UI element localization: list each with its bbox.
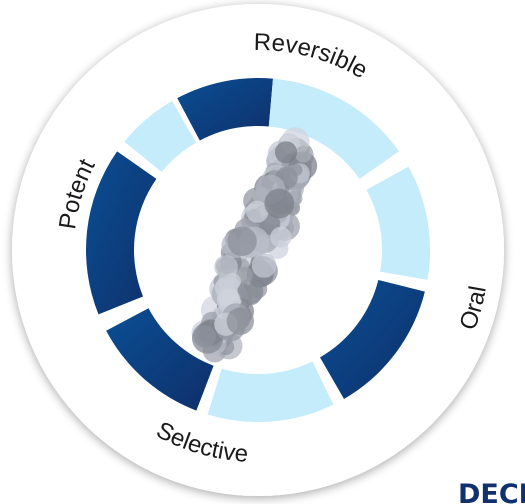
protein-blob: [193, 325, 217, 348]
ring-segment: [366, 166, 431, 280]
protein-blob: [246, 200, 269, 223]
protein-blob: [226, 307, 254, 335]
ring-segment: [207, 361, 334, 423]
ring-segment: [320, 279, 425, 399]
ring-segment: [106, 308, 214, 411]
ring-segment: [177, 77, 273, 141]
protein-blob: [224, 272, 241, 290]
protein-blob: [227, 226, 257, 256]
protein-blob: [294, 145, 312, 163]
protein-blob: [251, 253, 277, 278]
ring-segment: [86, 151, 157, 315]
protein-blob: [214, 255, 238, 279]
protein-blob: [237, 278, 264, 305]
ring-segment: [268, 78, 399, 179]
protein-blob: [274, 141, 298, 164]
footer-text: DECI: [458, 479, 525, 504]
protein-blob: [264, 188, 295, 219]
protein-image: [191, 127, 318, 363]
protein-blob: [270, 226, 292, 248]
protein-blob: [290, 163, 303, 177]
ring: [86, 77, 431, 423]
ring-segment: [124, 101, 196, 172]
